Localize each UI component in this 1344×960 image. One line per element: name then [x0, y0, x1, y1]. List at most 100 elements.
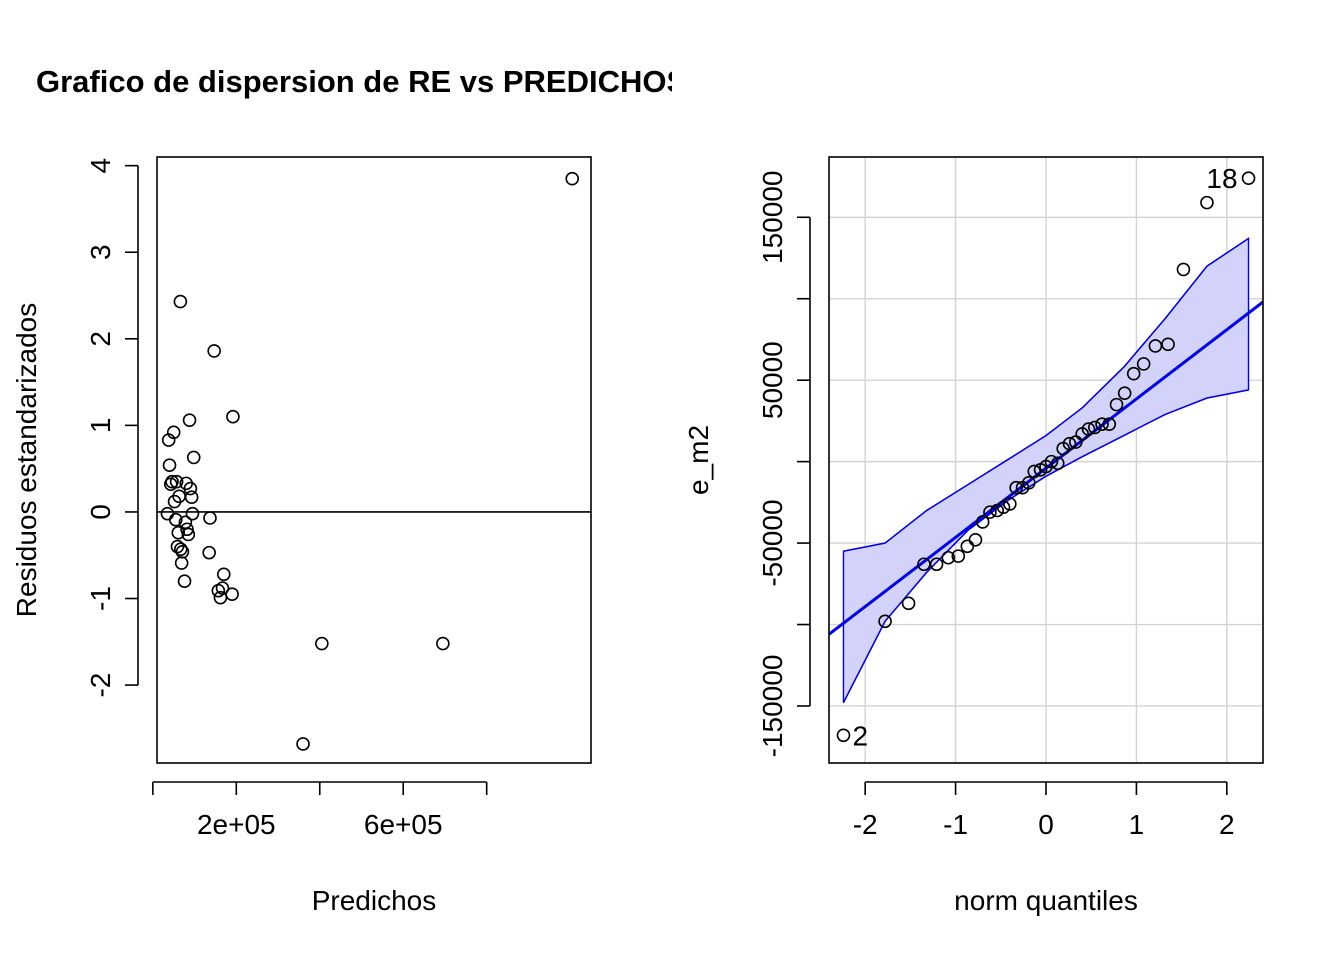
- qq-point: [878, 614, 892, 629]
- residual-point: [225, 587, 239, 601]
- y-tick-label: -2: [85, 673, 116, 698]
- residual-point: [173, 542, 188, 556]
- x-tick-label: -2: [853, 809, 878, 840]
- residual-point: [182, 413, 197, 427]
- qq-points: [836, 171, 1256, 743]
- qq-point: [1062, 436, 1077, 451]
- qq-point: [1095, 417, 1109, 431]
- residual-points: [160, 171, 580, 751]
- residuals-scatter-panel: Grafico de dispersion de RE vs PREDICHOS…: [11, 64, 687, 916]
- residual-point: [183, 481, 198, 496]
- x-tick-label: 0: [1038, 809, 1054, 840]
- residual-point: [160, 506, 175, 521]
- qq-point: [1022, 476, 1036, 490]
- residual-point: [174, 556, 189, 570]
- residual-point: [177, 574, 192, 589]
- x-axis-left: 2e+05 6e+05: [152, 781, 488, 840]
- residual-point: [175, 544, 190, 559]
- residual-point: [168, 512, 183, 527]
- y-tick-label: 3: [85, 244, 116, 260]
- qq-point: [996, 500, 1011, 515]
- residual-point: [185, 506, 200, 521]
- residual-point: [173, 294, 188, 309]
- qq-point: [836, 728, 851, 743]
- qq-point: [1050, 456, 1065, 471]
- qq-point: [1003, 497, 1017, 511]
- qq-point: [983, 505, 997, 519]
- qq-point: [941, 550, 956, 565]
- residual-point: [203, 511, 217, 525]
- y-tick-label: 2: [85, 331, 116, 347]
- x-axis-title-right: norm quantiles: [954, 885, 1138, 916]
- residual-point: [207, 344, 221, 358]
- y-tick-label: 4: [85, 158, 116, 174]
- qq-point: [1109, 397, 1124, 412]
- residual-point: [226, 409, 240, 424]
- residual-point: [180, 522, 194, 537]
- qq-point: [1027, 464, 1042, 479]
- qq-point: [1161, 337, 1175, 352]
- y-tick-label: 1: [85, 418, 116, 434]
- outlier-labels: 18 2: [852, 163, 1237, 751]
- y-axis-right: -150000 -50000 50000 150000: [757, 171, 811, 758]
- qq-point: [1117, 386, 1132, 401]
- x-tick-label: 2e+05: [197, 809, 276, 840]
- qq-point: [929, 557, 944, 572]
- qq-point: [1148, 339, 1163, 353]
- x-tick-label: 2: [1219, 809, 1235, 840]
- residual-point: [436, 636, 450, 651]
- outlier-label: 18: [1206, 163, 1237, 194]
- qq-point: [990, 503, 1004, 518]
- residual-point: [166, 425, 181, 440]
- qq-point: [1088, 420, 1102, 435]
- chart-title: Grafico de dispersion de RE vs PREDICHOS: [36, 64, 687, 99]
- qq-point: [1126, 366, 1141, 381]
- residual-point: [162, 458, 177, 472]
- residual-point: [202, 545, 216, 560]
- qq-point: [960, 539, 975, 554]
- residual-point: [171, 525, 186, 540]
- y-axis-left: -2 -1 0 1 2 3 4: [85, 158, 139, 698]
- plot-frame-left: [156, 156, 592, 764]
- envelope-upper-line: [843, 237, 1249, 552]
- qq-point: [1081, 422, 1096, 436]
- y-tick-label: 0: [85, 504, 116, 520]
- qq-point: [901, 596, 916, 611]
- qq-point: [968, 533, 983, 547]
- residual-point: [169, 474, 184, 489]
- residual-point: [186, 450, 201, 465]
- x-tick-label: 1: [1129, 809, 1145, 840]
- qq-point: [975, 515, 990, 529]
- qq-point: [1102, 417, 1117, 431]
- residual-point: [215, 581, 230, 595]
- residual-point: [184, 490, 199, 505]
- x-axis-title-left: Predichos: [312, 885, 437, 916]
- residual-point: [216, 567, 231, 582]
- residual-point: [565, 171, 580, 186]
- qq-point: [951, 549, 966, 563]
- outlier-label: 2: [852, 720, 868, 751]
- y-axis-title-right: e_m2: [683, 425, 714, 495]
- qq-point: [1241, 171, 1256, 185]
- y-tick-label: 50000: [757, 341, 788, 419]
- y-tick-label: -1: [85, 586, 116, 611]
- qq-point: [1136, 357, 1151, 371]
- qq-point: [1200, 195, 1214, 210]
- residual-point: [315, 636, 329, 651]
- y-tick-label: -50000: [757, 499, 788, 586]
- x-tick-label: 6e+05: [364, 809, 443, 840]
- plot-frame-right: [828, 156, 1264, 764]
- qq-point: [1044, 454, 1059, 469]
- envelope-lower-line: [842, 389, 1249, 704]
- qq-point: [1176, 262, 1191, 277]
- y-tick-label: 150000: [757, 171, 788, 264]
- y-tick-label: -150000: [757, 655, 788, 758]
- x-tick-label: -1: [943, 809, 968, 840]
- residual-point: [165, 474, 179, 489]
- residual-point: [296, 737, 310, 751]
- residual-point: [181, 527, 196, 542]
- x-axis-right: -2 -1 0 1 2: [853, 781, 1235, 840]
- y-axis-title-left: Residuos estandarizados: [11, 303, 42, 617]
- qq-plot-panel: -2 -1 0 1 2 -150000 -50000 50000 150000 18 2 nor…: [683, 156, 1264, 916]
